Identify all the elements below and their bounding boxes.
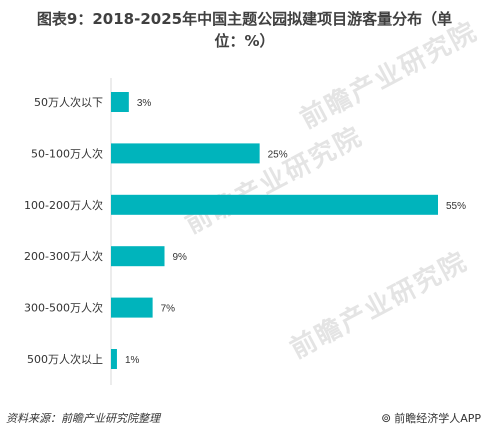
category-label: 50-100万人次 — [31, 146, 103, 160]
value-label: 25% — [268, 149, 288, 160]
brand-name: 前瞻经济学人APP — [394, 412, 481, 425]
category-label: 300-500万人次 — [24, 301, 103, 315]
bar — [111, 349, 117, 369]
bar — [111, 92, 129, 112]
value-label: 1% — [125, 355, 140, 366]
brand-credit: ⊚ 前瞻经济学人APP — [381, 410, 481, 426]
value-label: 55% — [446, 201, 466, 212]
value-label: 3% — [137, 98, 152, 109]
category-label: 50万人次以下 — [34, 95, 103, 109]
chart-title: 图表9：2018-2025年中国主题公园拟建项目游客量分布（单 位：%） — [0, 8, 489, 52]
value-label: 7% — [161, 304, 176, 315]
brand-logo-icon: ⊚ — [381, 411, 392, 425]
category-label: 200-300万人次 — [24, 249, 103, 263]
bar — [111, 297, 153, 318]
category-label: 100-200万人次 — [24, 198, 103, 212]
bar — [111, 246, 165, 267]
source-note: 资料来源：前瞻产业研究院整理 — [6, 412, 160, 425]
value-label: 9% — [173, 252, 188, 263]
category-label: 500万人次以上 — [27, 352, 103, 366]
chart-title-line1: 图表9：2018-2025年中国主题公园拟建项目游客量分布（单 — [36, 10, 453, 28]
bar — [111, 194, 438, 215]
chart-title-line2: 位：%） — [214, 32, 275, 50]
bar — [111, 143, 260, 164]
